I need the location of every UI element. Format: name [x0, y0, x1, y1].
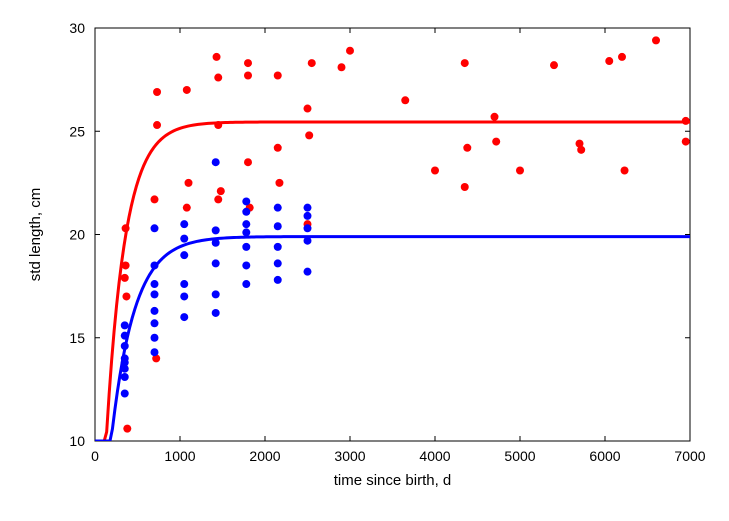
data-point	[214, 195, 222, 203]
data-point	[151, 290, 159, 298]
data-point	[242, 197, 250, 205]
data-point	[122, 292, 130, 300]
data-point	[577, 146, 585, 154]
data-point	[491, 113, 499, 121]
chart-svg: 0 1000 2000 3000 4000 5000 6000 7000 10 15 20 25 30 t…	[0, 0, 729, 521]
y-tick-label: 30	[69, 20, 85, 36]
data-point	[274, 276, 282, 284]
data-point	[308, 59, 316, 67]
data-point	[151, 307, 159, 315]
data-point	[346, 47, 354, 55]
data-point	[516, 166, 524, 174]
data-point	[305, 131, 313, 139]
growth-chart: 0 1000 2000 3000 4000 5000 6000 7000 10 15 20 25 30 t…	[0, 0, 729, 521]
data-point	[274, 204, 282, 212]
data-point	[304, 212, 312, 220]
data-point	[463, 144, 471, 152]
x-tick-label: 6000	[589, 448, 620, 464]
data-point	[214, 74, 222, 82]
data-point	[180, 235, 188, 243]
y-tick-label: 15	[69, 330, 85, 346]
x-tick-label: 7000	[674, 448, 705, 464]
data-point	[242, 243, 250, 251]
data-point	[274, 144, 282, 152]
data-point	[274, 259, 282, 267]
data-point	[185, 179, 193, 187]
data-point	[275, 179, 283, 187]
x-tick-label: 1000	[164, 448, 195, 464]
data-point	[180, 280, 188, 288]
y-tick-label: 10	[69, 433, 85, 449]
data-point	[121, 373, 129, 381]
x-tick-label: 5000	[504, 448, 535, 464]
data-point	[183, 204, 191, 212]
data-point	[682, 138, 690, 146]
x-tick-label: 0	[91, 448, 99, 464]
data-point	[153, 121, 161, 129]
data-point	[244, 158, 252, 166]
x-tick-label: 3000	[334, 448, 365, 464]
data-point	[244, 71, 252, 79]
data-point	[212, 226, 220, 234]
data-point	[550, 61, 558, 69]
data-point	[652, 36, 660, 44]
y-tick-label: 20	[69, 227, 85, 243]
x-axis-label: time since birth, d	[334, 472, 452, 489]
data-point	[242, 261, 250, 269]
data-point	[274, 222, 282, 230]
data-point	[121, 321, 129, 329]
data-point	[212, 290, 220, 298]
x-tick-label: 2000	[249, 448, 280, 464]
data-point	[183, 86, 191, 94]
data-point	[151, 319, 159, 327]
data-point	[304, 224, 312, 232]
data-point	[151, 195, 159, 203]
data-point	[274, 243, 282, 251]
data-point	[151, 224, 159, 232]
data-point	[431, 166, 439, 174]
data-point	[621, 166, 629, 174]
data-point	[151, 280, 159, 288]
data-point	[212, 158, 220, 166]
data-point	[338, 63, 346, 71]
data-point	[151, 348, 159, 356]
data-point	[242, 208, 250, 216]
data-point	[401, 96, 409, 104]
data-point	[461, 59, 469, 67]
data-point	[242, 280, 250, 288]
y-axis-label: std length, cm	[27, 188, 44, 281]
y-tick-label: 25	[69, 123, 85, 139]
data-point	[121, 274, 129, 282]
data-point	[153, 88, 161, 96]
data-point	[213, 53, 221, 61]
data-point	[123, 425, 131, 433]
x-tick-label: 4000	[419, 448, 450, 464]
data-point	[304, 268, 312, 276]
data-point	[492, 138, 500, 146]
data-point	[304, 204, 312, 212]
data-point	[151, 334, 159, 342]
data-point	[180, 292, 188, 300]
data-point	[618, 53, 626, 61]
data-point	[274, 71, 282, 79]
data-point	[242, 220, 250, 228]
data-point	[244, 59, 252, 67]
data-point	[180, 251, 188, 259]
data-point	[461, 183, 469, 191]
data-point	[212, 309, 220, 317]
data-point	[121, 390, 129, 398]
data-point	[212, 259, 220, 267]
data-point	[180, 313, 188, 321]
data-point	[304, 105, 312, 113]
data-point	[217, 187, 225, 195]
data-point	[605, 57, 613, 65]
data-point	[180, 220, 188, 228]
data-point	[242, 228, 250, 236]
